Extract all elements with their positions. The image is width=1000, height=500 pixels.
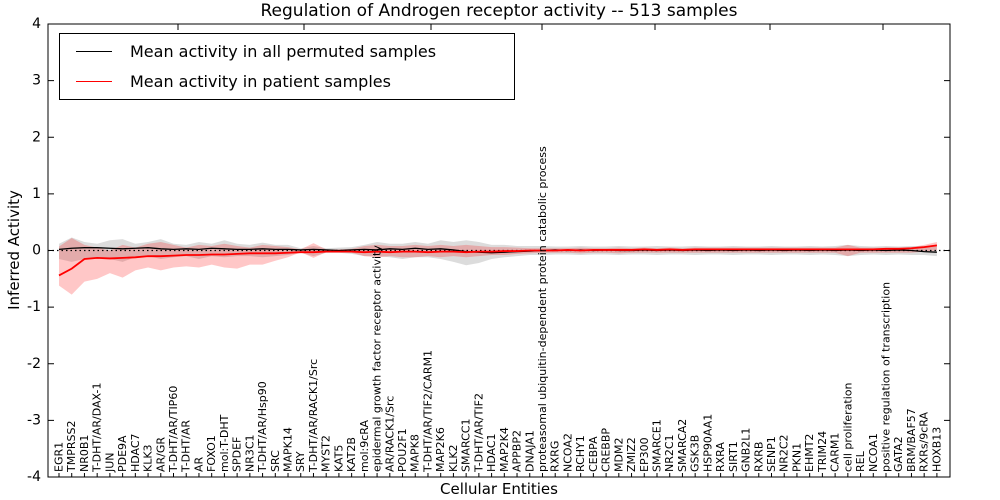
x-tick-label: NR0B1 (78, 435, 91, 472)
legend-line-red (76, 81, 112, 82)
x-tick-label: SMARCE1 (650, 419, 663, 472)
x-tick-label: epidermal growth factor receptor activit… (371, 245, 384, 472)
x-tick-label: SMARCA2 (676, 419, 689, 472)
x-tick-label: cell proliferation (841, 382, 854, 472)
x-tick-label: EGR1 (53, 442, 66, 472)
legend-label-permuted: Mean activity in all permuted samples (130, 41, 437, 61)
x-tick-label: T-DHT/AR/TIF2/CARM1 (421, 350, 434, 473)
x-tick-label: AR/GR (154, 437, 167, 472)
x-tick-label: TMPRSS2 (65, 421, 78, 473)
x-tick-label: RCHY1 (574, 435, 587, 472)
legend: Mean activity in all permuted samples Me… (59, 33, 515, 100)
x-tick-label: SIRT1 (727, 441, 740, 472)
x-tick-label: NR3C1 (243, 434, 256, 472)
chart-title: Regulation of Androgen receptor activity… (260, 1, 738, 21)
x-tick-label: SMARCC1 (460, 419, 473, 472)
patient-range-band (59, 238, 937, 295)
y-tick-label: 0 (32, 243, 41, 259)
x-tick-label: APPBP2 (511, 430, 524, 472)
x-tick-label: SENP1 (765, 436, 778, 472)
x-tick-label: HDAC7 (129, 433, 142, 472)
x-tick-label: T-DHT/AR/TIF2 (472, 393, 485, 473)
x-axis-label: Cellular Entities (440, 480, 558, 498)
x-tick-label: AR/RACK1/Src (383, 396, 396, 472)
x-tick-label: SRC (269, 450, 282, 472)
x-tick-label: PKN1 (790, 443, 803, 472)
x-tick-label: GSK3B (689, 435, 702, 472)
x-tick-label: MAPK14 (282, 427, 295, 472)
x-tick-label: KAT2B (345, 437, 358, 472)
x-tick-label: GATA2 (892, 436, 905, 472)
x-tick-label: REL (854, 450, 867, 472)
x-tick-label: MAPK8 (409, 434, 422, 472)
legend-item-patient: Mean activity in patient samples (70, 70, 504, 94)
x-tick-label: AR (192, 456, 205, 472)
y-tick-label: 3 (32, 73, 41, 89)
x-tick-label: NCOA2 (561, 433, 574, 472)
y-tick-label: -4 (27, 469, 41, 485)
x-tick-label: BRM/BAF57 (905, 408, 918, 472)
x-tick-label: KLK3 (142, 444, 155, 472)
y-tick-label: -3 (27, 412, 41, 428)
x-tick-label: SPDEF (231, 437, 244, 472)
x-tick-label: NR2C1 (663, 434, 676, 472)
top-ticks (177, 24, 884, 30)
x-tick-label: HOXB13 (930, 427, 943, 472)
x-tick-label: RXRs/9cRA (918, 411, 931, 472)
x-tick-label: PDE9A (116, 435, 129, 472)
x-ticks (58, 473, 938, 477)
x-tick-label: T-DHT/AR/DAX-1 (91, 383, 104, 473)
x-tick-label: KLK2 (447, 444, 460, 472)
y-tick-label: -1 (27, 299, 41, 315)
x-tick-label: SRY (294, 451, 307, 472)
x-tick-label: mol:9cRA (358, 420, 371, 472)
y-tick-label: 1 (32, 186, 41, 202)
y-axis-label: Inferred Activity (5, 190, 23, 310)
x-tick-label: EHMT2 (803, 434, 816, 472)
legend-item-permuted: Mean activity in all permuted samples (70, 40, 504, 64)
x-tick-label: proteasomal ubiquitin-dependent protein … (536, 146, 549, 472)
x-tick-labels: EGR1 TMPRSS2 NR0B1 T-DHT/AR/DAX-1 JUN PDE9A HD… (53, 146, 944, 473)
x-tick-label: RXRB (752, 442, 765, 472)
x-tick-label: ZMIZ2 (625, 437, 638, 472)
x-tick-label: MAP2K4 (498, 427, 511, 472)
x-tick-label: GNB2L1 (740, 428, 753, 472)
x-tick-label: MAP2K6 (434, 427, 447, 472)
x-tick-label: RXRG (549, 441, 562, 472)
x-tick-label: positive regulation of transcription (880, 282, 893, 472)
x-tick-label: KAT5 (332, 445, 345, 472)
x-tick-label: CEBPA (587, 436, 600, 472)
x-tick-label: EP300 (638, 437, 651, 472)
y-ticks: 4 3 2 1 0 -1 -2 -3 -4 (27, 16, 950, 485)
x-tick-label: MDM2 (612, 438, 625, 472)
x-tick-label: RXRA (714, 442, 727, 472)
x-tick-label: TRIM24 (816, 431, 829, 473)
x-tick-label: JUN (103, 452, 116, 473)
y-tick-label: -2 (27, 356, 41, 372)
x-tick-label: T-DHT/AR/RACK1/Src (307, 359, 320, 473)
x-tick-label: T-DHT/AR/Hsp90 (256, 381, 269, 473)
x-tick-label: mol:T-DHT (218, 414, 231, 472)
legend-label-patient: Mean activity in patient samples (130, 71, 391, 91)
x-tick-label: T-DHT/AR (180, 420, 193, 473)
x-tick-label: POU2F1 (396, 428, 409, 472)
x-tick-label: HSP90AA1 (701, 414, 714, 472)
y-tick-label: 2 (32, 129, 41, 145)
x-tick-label: NR2C2 (778, 434, 791, 472)
x-tick-label: NCOA1 (867, 433, 880, 472)
x-tick-label: MYST2 (320, 435, 333, 472)
x-tick-label: DNAJA1 (523, 430, 536, 472)
x-tick-label: CREBBP (600, 428, 613, 472)
x-tick-label: FOXO1 (205, 435, 218, 472)
legend-line-black (76, 51, 112, 52)
patient-mean-line (58, 244, 938, 277)
y-tick-label: 4 (32, 16, 41, 32)
x-tick-label: T-DHT/AR/TIP60 (167, 386, 180, 473)
x-tick-label: HDAC1 (485, 433, 498, 472)
x-tick-label: CARM1 (829, 433, 842, 472)
